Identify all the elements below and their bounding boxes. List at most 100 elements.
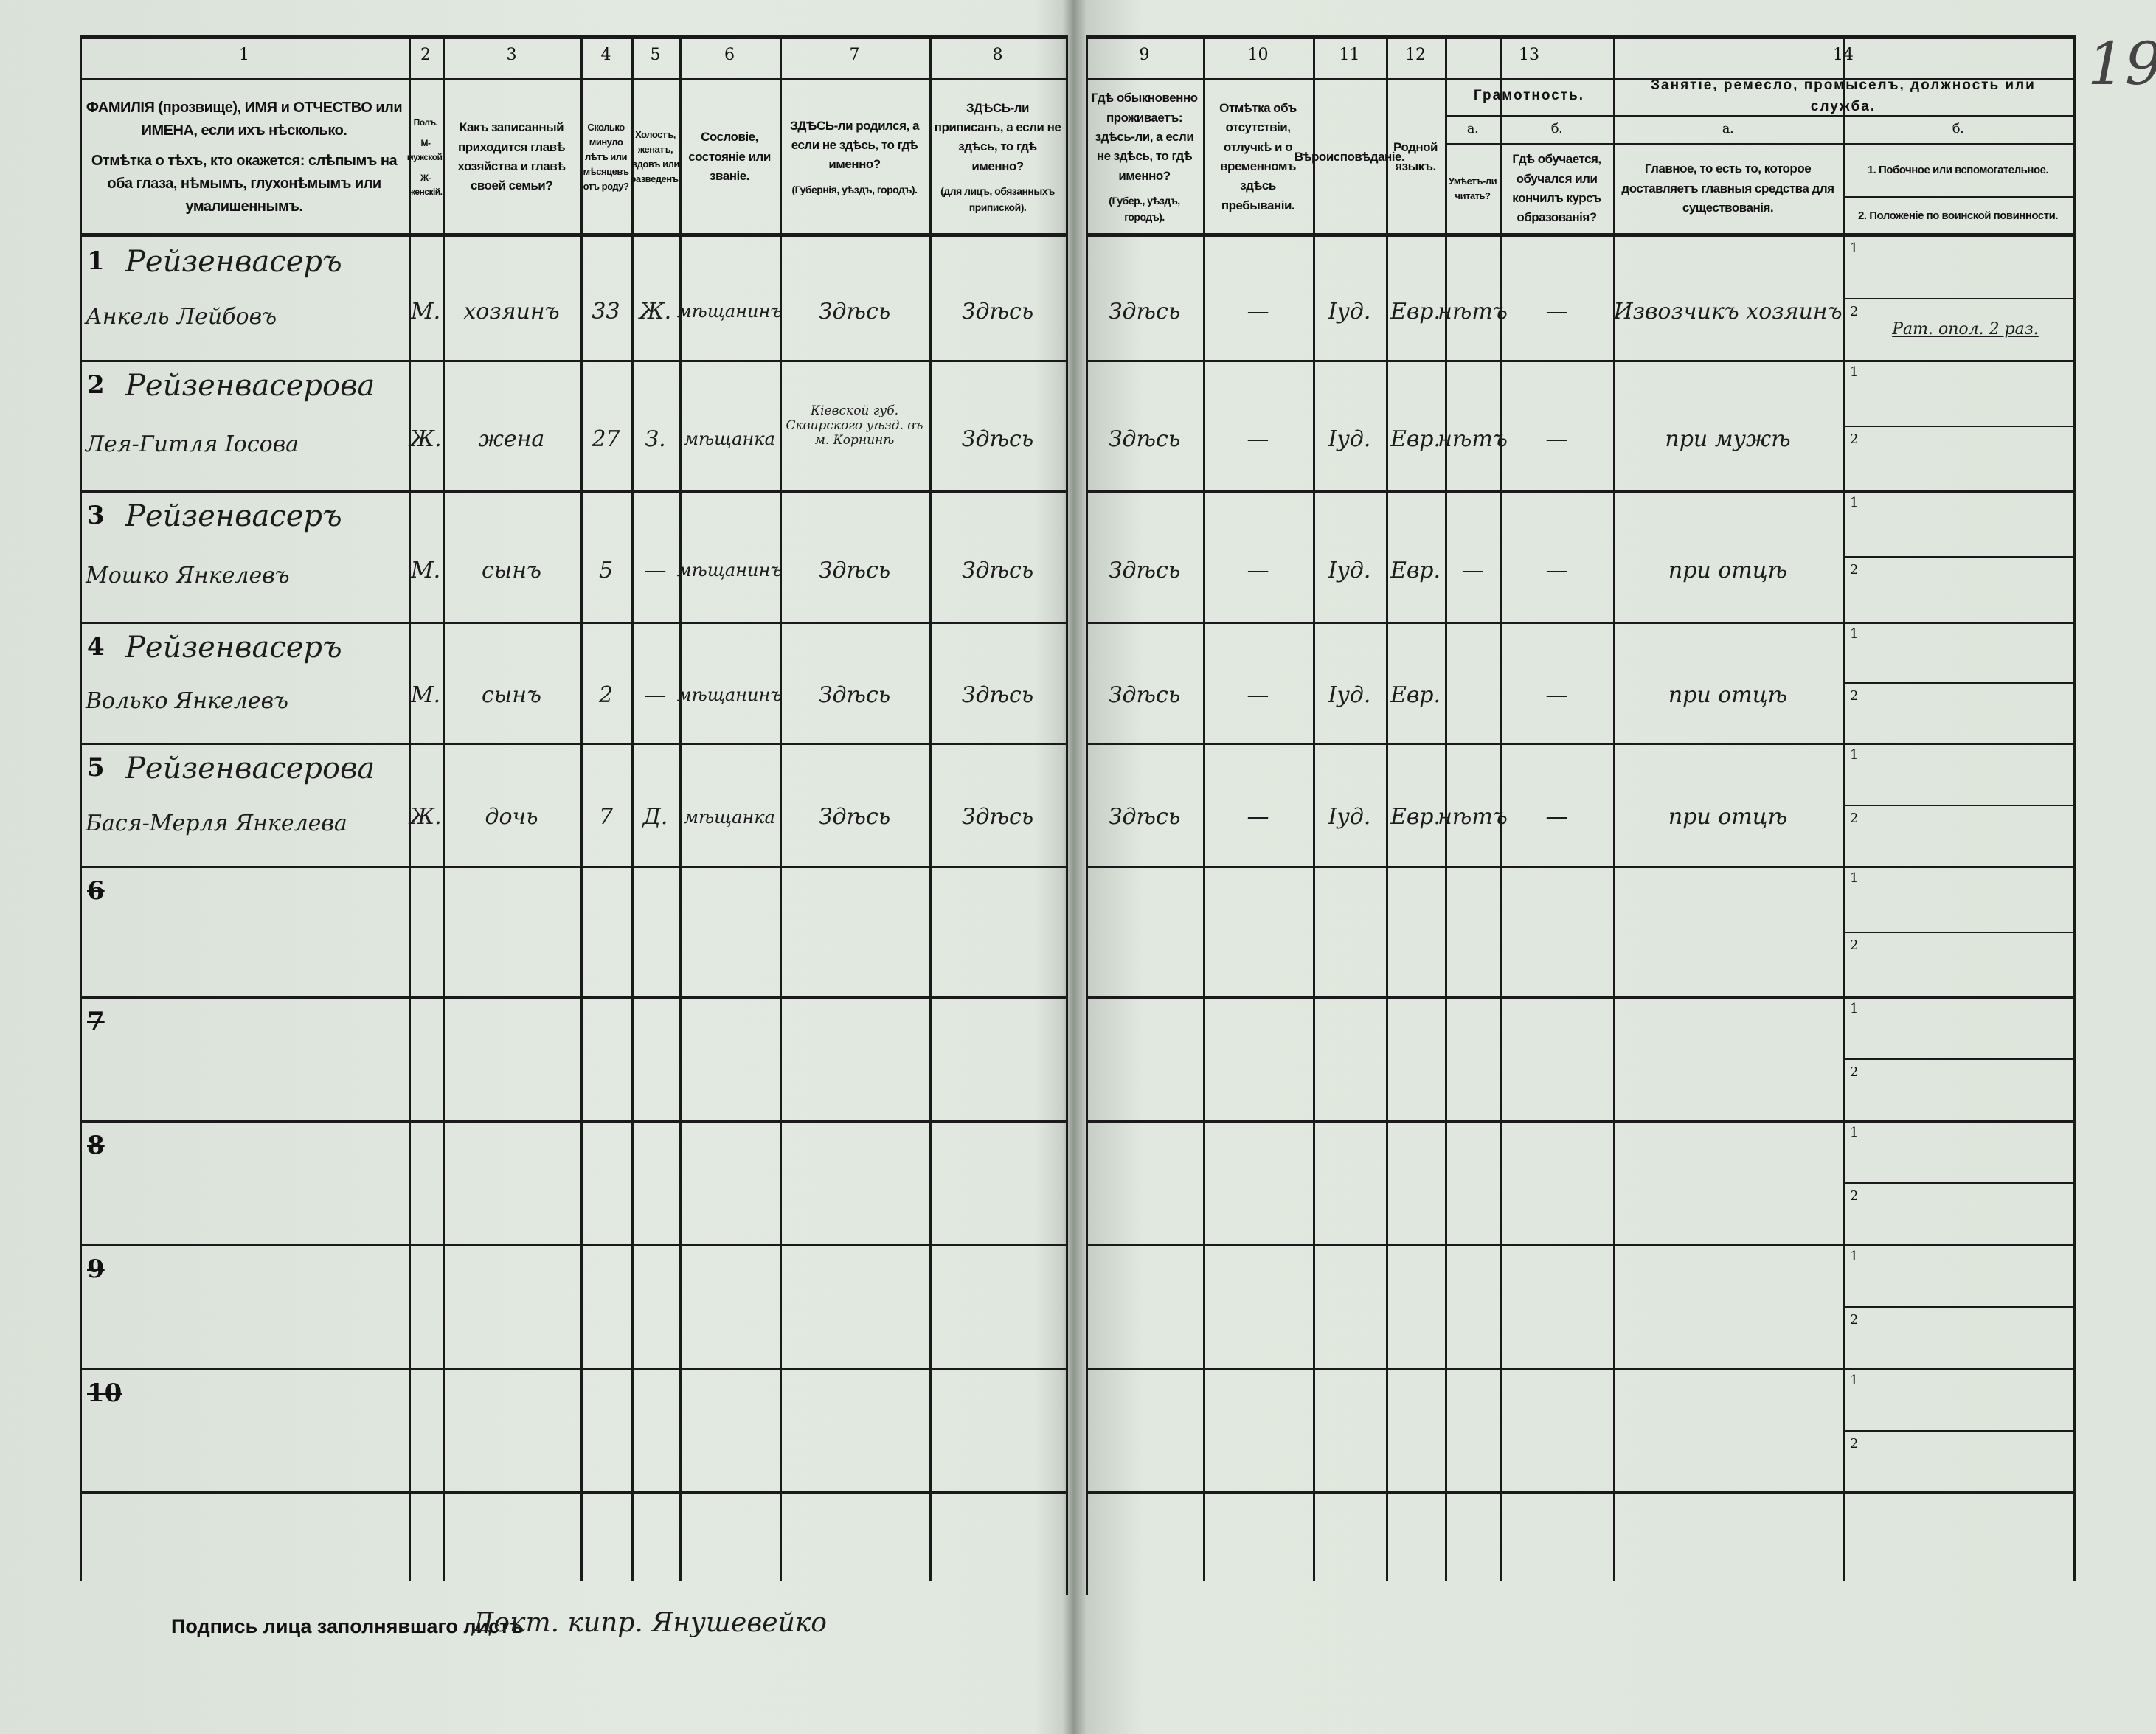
column-number-divider (1086, 78, 2076, 80)
sub-label-1: 1 (1850, 495, 1859, 510)
surname: Рейзенвасеръ (125, 631, 342, 665)
cell-age: 5 (598, 557, 614, 583)
cell-age: 2 (598, 682, 614, 708)
header-text: (Губер., уѣздъ, городъ). (1109, 195, 1180, 223)
cell-relation: дочь (485, 804, 538, 830)
cell-born: Здѣсь (818, 557, 891, 583)
sub-label-2: 2 (1850, 811, 1859, 826)
cell-secondary-occupation (1843, 625, 2073, 681)
sub-label-1: 1 (1850, 1125, 1859, 1140)
row-divider (80, 996, 1068, 999)
row-divider (1086, 1244, 2076, 1246)
sub-label-2: 2 (1850, 688, 1859, 704)
cell-occupation: при отцѣ (1668, 557, 1788, 583)
cell-born: Здѣсь (818, 298, 891, 325)
column-divider (443, 37, 445, 1581)
column-header-1: ФАМИЛІЯ (прозвище), ИМЯ и ОТЧЕСТВО или И… (80, 78, 409, 236)
cell-estate: мѣщанка (684, 429, 775, 449)
row-divider (80, 1368, 1068, 1370)
cell-marital: — (644, 682, 667, 708)
given-name-patronymic: Мошко Янкелевъ (86, 563, 290, 589)
cell-literate (1445, 667, 1500, 722)
header-text: Ж-женскій. (409, 173, 443, 197)
given-name-patronymic: Бася-Мерля Янкелева (86, 811, 347, 836)
column-group-title: Занятіе, ремесло, промыселъ, должность и… (1651, 77, 2036, 114)
column-header-5: Холостъ, женатъ, вдовъ или разведенъ. (630, 78, 681, 236)
column-divider (1445, 37, 1447, 1581)
subcolumn-label-b: б. (1952, 121, 1964, 137)
cell-age: 27 (592, 426, 620, 452)
row-number: 2 (87, 370, 105, 400)
table-row (80, 1368, 2073, 1491)
cell-registered: Здѣсь (961, 298, 1034, 325)
sub-row-divider (1843, 805, 2073, 806)
cell-military-status: Рат. опол. 2 раз. (1892, 319, 2039, 339)
header-text: Полъ. (413, 117, 438, 128)
column-divider (631, 37, 634, 1581)
header-text: М-мужской. (406, 138, 445, 162)
sub-row-divider (1843, 682, 2073, 684)
cell-military-status (1857, 429, 2073, 488)
sub-divider (1843, 196, 2073, 198)
cell-age: 7 (598, 804, 614, 830)
cell-language: Евр. (1390, 557, 1441, 583)
column-number: 7 (849, 46, 860, 64)
cell-residence: Здѣсь (1108, 298, 1181, 325)
table-top-border (80, 35, 1068, 39)
cell-occupation: при отцѣ (1668, 804, 1788, 830)
header-text: (Губернія, уѣздъ, городъ). (791, 183, 918, 195)
header-text: (для лицъ, обязанныхъ припиской). (940, 185, 1055, 213)
column-number: 12 (1405, 46, 1426, 64)
header-text: ЗДѢСЬ-ли родился, а если не здѣсь, то гд… (790, 118, 919, 172)
column-header-4: Сколько минуло лѣтъ или мѣсяцевъ отъ род… (580, 78, 631, 236)
header-text: Какъ записанный приходится главѣ хозяйст… (457, 120, 566, 193)
cell-language: Евр. (1390, 426, 1441, 452)
sub-label-2: 2 (1850, 431, 1859, 447)
column-number: 6 (724, 46, 735, 64)
column-header-11: Вѣроисповѣданіе. (1294, 78, 1405, 236)
cell-born: Здѣсь (818, 682, 891, 708)
header-text: ЗДѢСЬ-ли приписанъ, а если не здѣсь, то … (934, 100, 1061, 173)
table-top-border (1086, 35, 2076, 39)
cell-relation: сынъ (482, 682, 541, 708)
cell-absence: — (1247, 426, 1269, 452)
column-divider (679, 37, 682, 1581)
header-text: Родной языкъ. (1393, 139, 1438, 173)
column-group-title: Грамотность. (1473, 88, 1585, 104)
cell-religion: Іуд. (1328, 682, 1371, 708)
given-name-patronymic: Лея-Гитля Іосова (86, 431, 299, 457)
column-number: 9 (1139, 46, 1150, 64)
header-text: ФАМИЛІЯ (прозвище), ИМЯ и ОТЧЕСТВО или И… (86, 99, 403, 139)
cell-registered: Здѣсь (961, 557, 1034, 583)
column-number: 2 (420, 46, 431, 64)
sub-row-divider (1843, 932, 2073, 933)
cell-sex: М. (410, 557, 441, 583)
cell-military-status (1857, 808, 2073, 864)
row-divider (1086, 622, 2076, 624)
subcolumn-label-a: а. (1722, 121, 1734, 137)
cell-marital: З. (645, 426, 666, 452)
column-divider (1386, 37, 1388, 1581)
cell-absence: — (1247, 804, 1269, 830)
row-number: 4 (87, 632, 105, 662)
header-text: Вѣроисповѣданіе. (1294, 149, 1405, 164)
sub-label-2: 2 (1850, 1436, 1859, 1452)
subcolumn-header-b1: 1. Побочное или вспомогательное. (1867, 164, 2049, 177)
sub-label-2: 2 (1850, 1312, 1859, 1328)
given-name-patronymic: Анкель Лейбовъ (86, 304, 277, 330)
column-number: 8 (992, 46, 1003, 64)
table-row (80, 996, 2073, 1120)
cell-residence: Здѣсь (1108, 426, 1181, 452)
column-header-6: Сословіе, состояніе или званіе. (679, 78, 780, 236)
gutter-border (1086, 37, 1088, 1595)
cell-registered: Здѣсь (961, 804, 1034, 830)
column-number: 11 (1339, 46, 1360, 64)
row-number: 6 (87, 876, 105, 906)
column-number: 10 (1247, 46, 1269, 64)
cell-born: Здѣсь (818, 804, 891, 830)
cell-religion: Іуд. (1328, 426, 1371, 452)
sub-row-divider (1843, 1058, 2073, 1060)
row-divider (1086, 490, 2076, 493)
column-divider (580, 37, 583, 1581)
row-number: 8 (87, 1131, 105, 1160)
